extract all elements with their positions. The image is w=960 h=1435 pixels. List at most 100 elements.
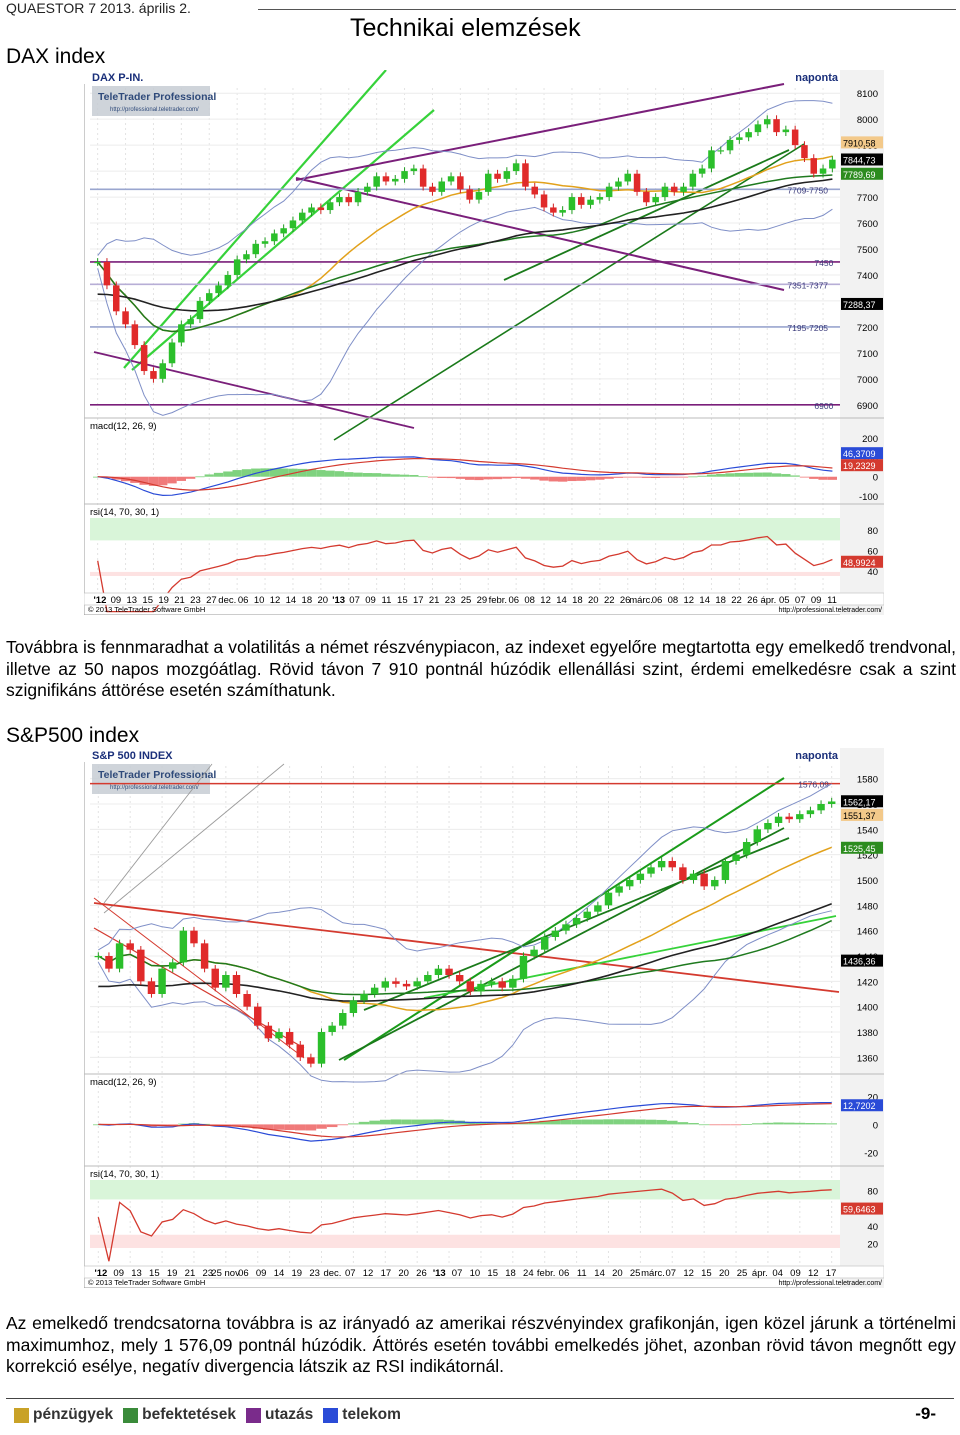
dax-x-tick: 21 <box>174 595 185 606</box>
sp-y-tick: 1540 <box>857 825 878 836</box>
sp-candle <box>753 825 762 846</box>
dax-macd-bar <box>427 476 438 478</box>
dax-candle <box>354 188 362 207</box>
page-title: Technikai elemzések <box>350 14 581 42</box>
dax-rsi-overbought-band <box>90 518 840 541</box>
dax-macd-bar <box>139 476 149 485</box>
dax-price-badge-label: 7844,73 <box>843 155 876 165</box>
dax-price-badge-label: 7288,37 <box>843 300 876 310</box>
dax-candle <box>810 154 818 178</box>
dax-macd-bar <box>372 473 382 477</box>
footer-nav-item[interactable]: befektetések <box>123 1406 236 1424</box>
sp-x-tick: 20 <box>719 1268 730 1279</box>
dax-candle <box>373 172 380 191</box>
sp-macd-bar <box>688 1123 699 1125</box>
sp-macd-bar <box>709 1124 721 1126</box>
dax-macd-bar <box>604 476 614 479</box>
dax-candle <box>726 136 734 155</box>
dax-x-tick: 07 <box>349 595 360 606</box>
dax-copyright: © 2013 TeleTrader Software GmbH <box>88 605 205 614</box>
dax-candle <box>698 164 706 178</box>
dax-candle <box>457 172 464 194</box>
chart-icon <box>123 1407 139 1423</box>
dax-candle <box>150 367 157 383</box>
dax-x-tick: 18 <box>715 595 726 606</box>
sp-candle <box>689 870 698 884</box>
sp-macd-bar <box>422 1119 434 1125</box>
sp-price-badge-label: 1551,37 <box>843 811 876 821</box>
sp-candle <box>604 889 613 909</box>
dax-candle <box>298 208 306 225</box>
sp-x-tick: 19 <box>292 1268 303 1279</box>
dax-x-tick: 13 <box>126 595 137 606</box>
dax-candle <box>661 182 669 201</box>
dax-macd-bar <box>279 468 289 477</box>
dax-x-tick: 18 <box>572 595 583 606</box>
dax-candle <box>224 271 232 290</box>
dax-x-tick: 08 <box>524 595 535 606</box>
dax-candle <box>103 258 111 290</box>
dax-candle <box>615 177 622 191</box>
footer-nav-label: pénzügyek <box>33 1406 114 1423</box>
dax-level-label: 6900 <box>814 401 833 411</box>
sp-x-tick: 12 <box>808 1268 819 1279</box>
footer-nav-item[interactable]: pénzügyek <box>14 1406 113 1424</box>
dax-price-badge <box>841 297 883 310</box>
footer-nav-item[interactable]: telekom <box>323 1406 401 1424</box>
dax-macd-label: macd(12, 26, 9) <box>90 421 157 432</box>
dax-x-tick: ápr. <box>760 595 776 606</box>
dax-macd-bar <box>232 470 242 477</box>
dax-macd-bar <box>148 476 159 486</box>
sp-candle <box>296 1041 304 1061</box>
dax-candle <box>782 125 790 137</box>
dax-macd-bar <box>176 476 186 481</box>
sp-candle <box>827 797 836 808</box>
sp-macd-bar <box>645 1119 657 1125</box>
sp-macd-bar <box>358 1121 370 1125</box>
sp-macd-bar <box>369 1120 380 1125</box>
dax-candle <box>289 216 297 233</box>
dax-x-tick: 26 <box>620 595 631 606</box>
sp-macd-bar <box>592 1119 604 1125</box>
sp-candle <box>370 984 379 998</box>
sp-candle <box>94 952 103 960</box>
dax-candle <box>791 125 799 149</box>
dax-x-tick: 07 <box>795 595 806 606</box>
dax-x-tick: 05 <box>779 595 790 606</box>
dax-x-tick: 15 <box>142 595 153 606</box>
dax-ma50 <box>97 174 833 333</box>
footer-nav-item[interactable]: utazás <box>246 1406 313 1424</box>
sp-trendline <box>93 902 840 993</box>
sp-candle <box>434 965 443 979</box>
dax-rsi-tick: 80 <box>867 526 878 537</box>
sp-macd-bar <box>677 1122 689 1125</box>
dax-macd-tick: 200 <box>862 434 878 445</box>
sp-macd-badge <box>841 1099 883 1112</box>
sp-y-tick: 1360 <box>857 1053 878 1064</box>
dax-price-badge <box>841 167 883 180</box>
header-rule <box>258 9 956 10</box>
sp-axis-bg <box>840 748 884 1288</box>
dax-bollinger-lower <box>97 206 833 416</box>
dax-macd-line <box>97 456 833 497</box>
sp-x-tick: 04 <box>772 1268 783 1279</box>
dax-candle <box>531 182 539 199</box>
dax-price-badge-label: 7789,69 <box>843 170 876 180</box>
sp-site-url: http://professional.teletrader.com/ <box>779 1280 883 1287</box>
dax-macd-bar <box>725 473 735 477</box>
sp-candle <box>615 882 623 897</box>
dax-macd-bar <box>539 476 549 481</box>
sp-x-tick: 15 <box>149 1268 160 1279</box>
sp-candle <box>817 800 825 814</box>
dax-macd-tick: -100 <box>859 492 878 503</box>
sp-candle <box>742 838 751 859</box>
dax-candle <box>261 237 269 248</box>
dax-candle <box>429 182 436 196</box>
dax-rsi-label: rsi(14, 70, 30, 1) <box>90 507 159 518</box>
dax-macd-bar <box>167 476 177 484</box>
dax-macd-bar <box>632 476 642 478</box>
dax-rsi-badge <box>841 555 883 568</box>
dax-x-tick: 27 <box>206 595 217 606</box>
dax-macd-badge <box>841 447 883 460</box>
sp-candle <box>530 946 538 960</box>
